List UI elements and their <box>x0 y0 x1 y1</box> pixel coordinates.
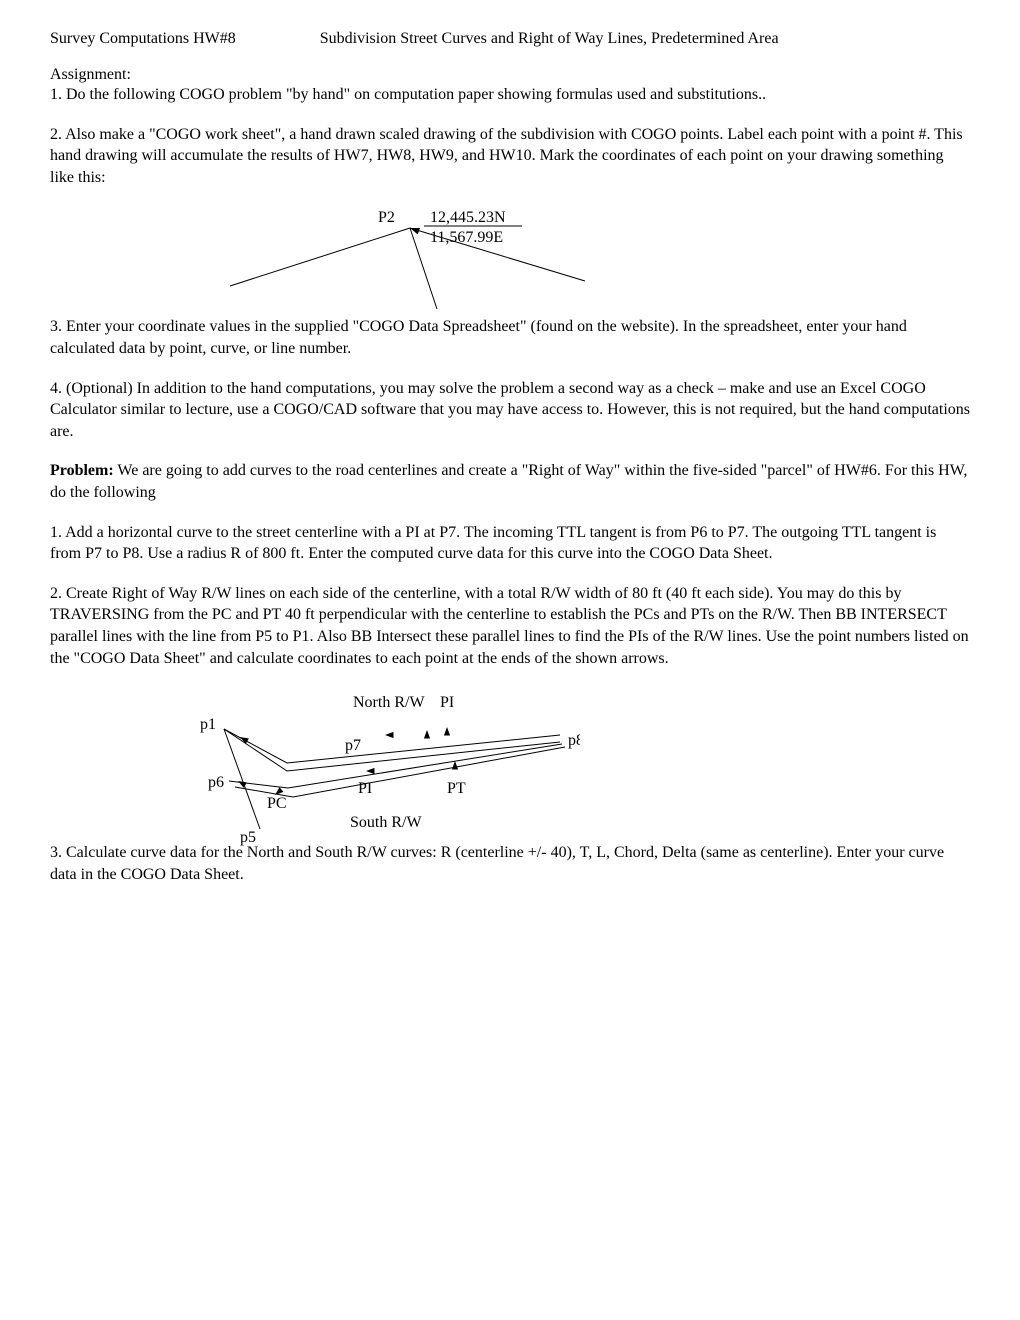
svg-text:P2: P2 <box>378 209 395 226</box>
problem-text: We are going to add curves to the road c… <box>50 462 967 501</box>
assignment-item-2: 2. Also make a "COGO work sheet", a hand… <box>50 124 970 189</box>
svg-text:p1: p1 <box>200 716 216 733</box>
svg-text:PC: PC <box>267 795 287 812</box>
header-left: Survey Computations HW#8 <box>50 30 236 48</box>
assignment-item-4: 4. (Optional) In addition to the hand co… <box>50 378 970 443</box>
svg-text:North R/W: North R/W <box>353 694 425 711</box>
assignment-label: Assignment: <box>50 66 970 84</box>
svg-text:p5: p5 <box>240 829 256 846</box>
svg-text:South R/W: South R/W <box>350 814 422 831</box>
svg-text:11,567.99E: 11,567.99E <box>430 229 503 246</box>
svg-text:p7: p7 <box>345 737 361 754</box>
svg-text:PI: PI <box>440 694 454 711</box>
problem-item-1: 1. Add a horizontal curve to the street … <box>50 522 970 565</box>
assignment-item-3: 3. Enter your coordinate values in the s… <box>50 316 970 359</box>
assignment-item-1: 1. Do the following COGO problem "by han… <box>50 84 970 106</box>
diagram-rw: North R/WPIp1p7p8p6PIPTPCSouth R/Wp5 <box>160 687 580 842</box>
svg-text:12,445.23N: 12,445.23N <box>430 209 506 226</box>
svg-text:p8: p8 <box>568 732 580 749</box>
svg-text:p6: p6 <box>208 774 224 791</box>
header: Survey Computations HW#8 Subdivision Str… <box>50 30 970 48</box>
svg-text:PT: PT <box>447 780 466 797</box>
problem-item-2: 2. Create Right of Way R/W lines on each… <box>50 583 970 669</box>
header-right: Subdivision Street Curves and Right of W… <box>320 30 779 48</box>
problem-intro: Problem: We are going to add curves to t… <box>50 460 970 503</box>
svg-text:PI: PI <box>358 780 372 797</box>
problem-label: Problem: <box>50 462 114 479</box>
problem-item-3: 3. Calculate curve data for the North an… <box>50 842 970 885</box>
diagram-point-example: P2 12,445.23N 11,567.99E <box>220 206 720 316</box>
